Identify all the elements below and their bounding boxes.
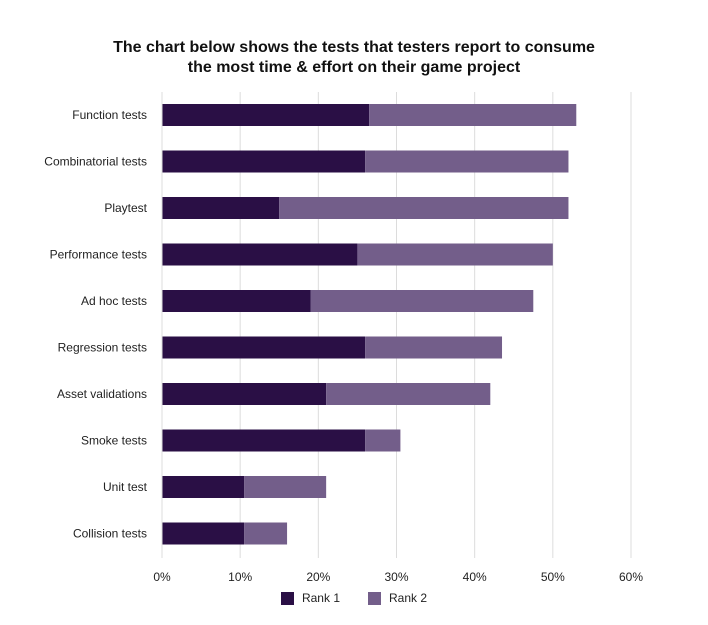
category-label: Combinatorial tests	[44, 155, 147, 169]
bar-rank-1	[162, 243, 358, 266]
legend-label-rank-1: Rank 1	[301, 591, 340, 605]
bar-rank-1	[162, 476, 245, 498]
legend-item-rank-2: Rank 2	[368, 591, 427, 605]
bar-rank-2	[244, 476, 327, 498]
category-label: Performance tests	[50, 248, 147, 262]
legend: Rank 1 Rank 2	[0, 591, 708, 605]
x-tick-label: 40%	[463, 570, 487, 584]
x-tick-label: 30%	[384, 570, 408, 584]
bar-rank-2	[357, 243, 553, 266]
bar-rank-2	[244, 522, 288, 545]
category-label: Function tests	[72, 108, 147, 122]
bar-rank-1	[162, 150, 366, 173]
chart-title-line-2: the most time & effort on their game pro…	[187, 59, 521, 76]
bar-rank-1	[162, 290, 311, 312]
category-label: Ad hoc tests	[81, 294, 147, 308]
x-tick-label: 20%	[306, 570, 330, 584]
x-tick-label: 10%	[228, 570, 252, 584]
bar-rank-1	[162, 104, 370, 126]
category-label: Playtest	[104, 201, 147, 215]
category-label: Regression tests	[58, 341, 147, 355]
bar-rank-2	[365, 429, 401, 452]
category-label: Collision tests	[73, 527, 147, 541]
bar-rank-1	[162, 522, 245, 545]
bar-rank-1	[162, 429, 366, 452]
chart-title: The chart below shows the tests that tes…	[0, 38, 708, 78]
legend-swatch-rank-2	[368, 591, 381, 605]
bar-rank-2	[365, 336, 503, 359]
bar-rank-1	[162, 197, 280, 219]
category-label: Unit test	[103, 480, 148, 494]
x-tick-label: 60%	[619, 570, 643, 584]
chart-title-line-1: The chart below shows the tests that tes…	[113, 39, 595, 56]
bar-rank-2	[369, 104, 577, 126]
bar-rank-1	[162, 336, 366, 359]
legend-item-rank-1: Rank 1	[280, 591, 340, 605]
bar-rank-2	[279, 197, 569, 219]
legend-swatch-rank-1	[280, 591, 294, 605]
bar-rank-2	[326, 383, 491, 405]
x-tick-label: 50%	[541, 570, 565, 584]
bar-rank-2	[310, 290, 534, 312]
bar-rank-1	[162, 383, 327, 405]
category-label: Asset validations	[57, 387, 147, 401]
legend-label-rank-2: Rank 2	[389, 591, 428, 605]
bar-rank-2	[365, 150, 569, 173]
x-tick-label: 0%	[153, 570, 171, 584]
category-label: Smoke tests	[81, 434, 147, 448]
